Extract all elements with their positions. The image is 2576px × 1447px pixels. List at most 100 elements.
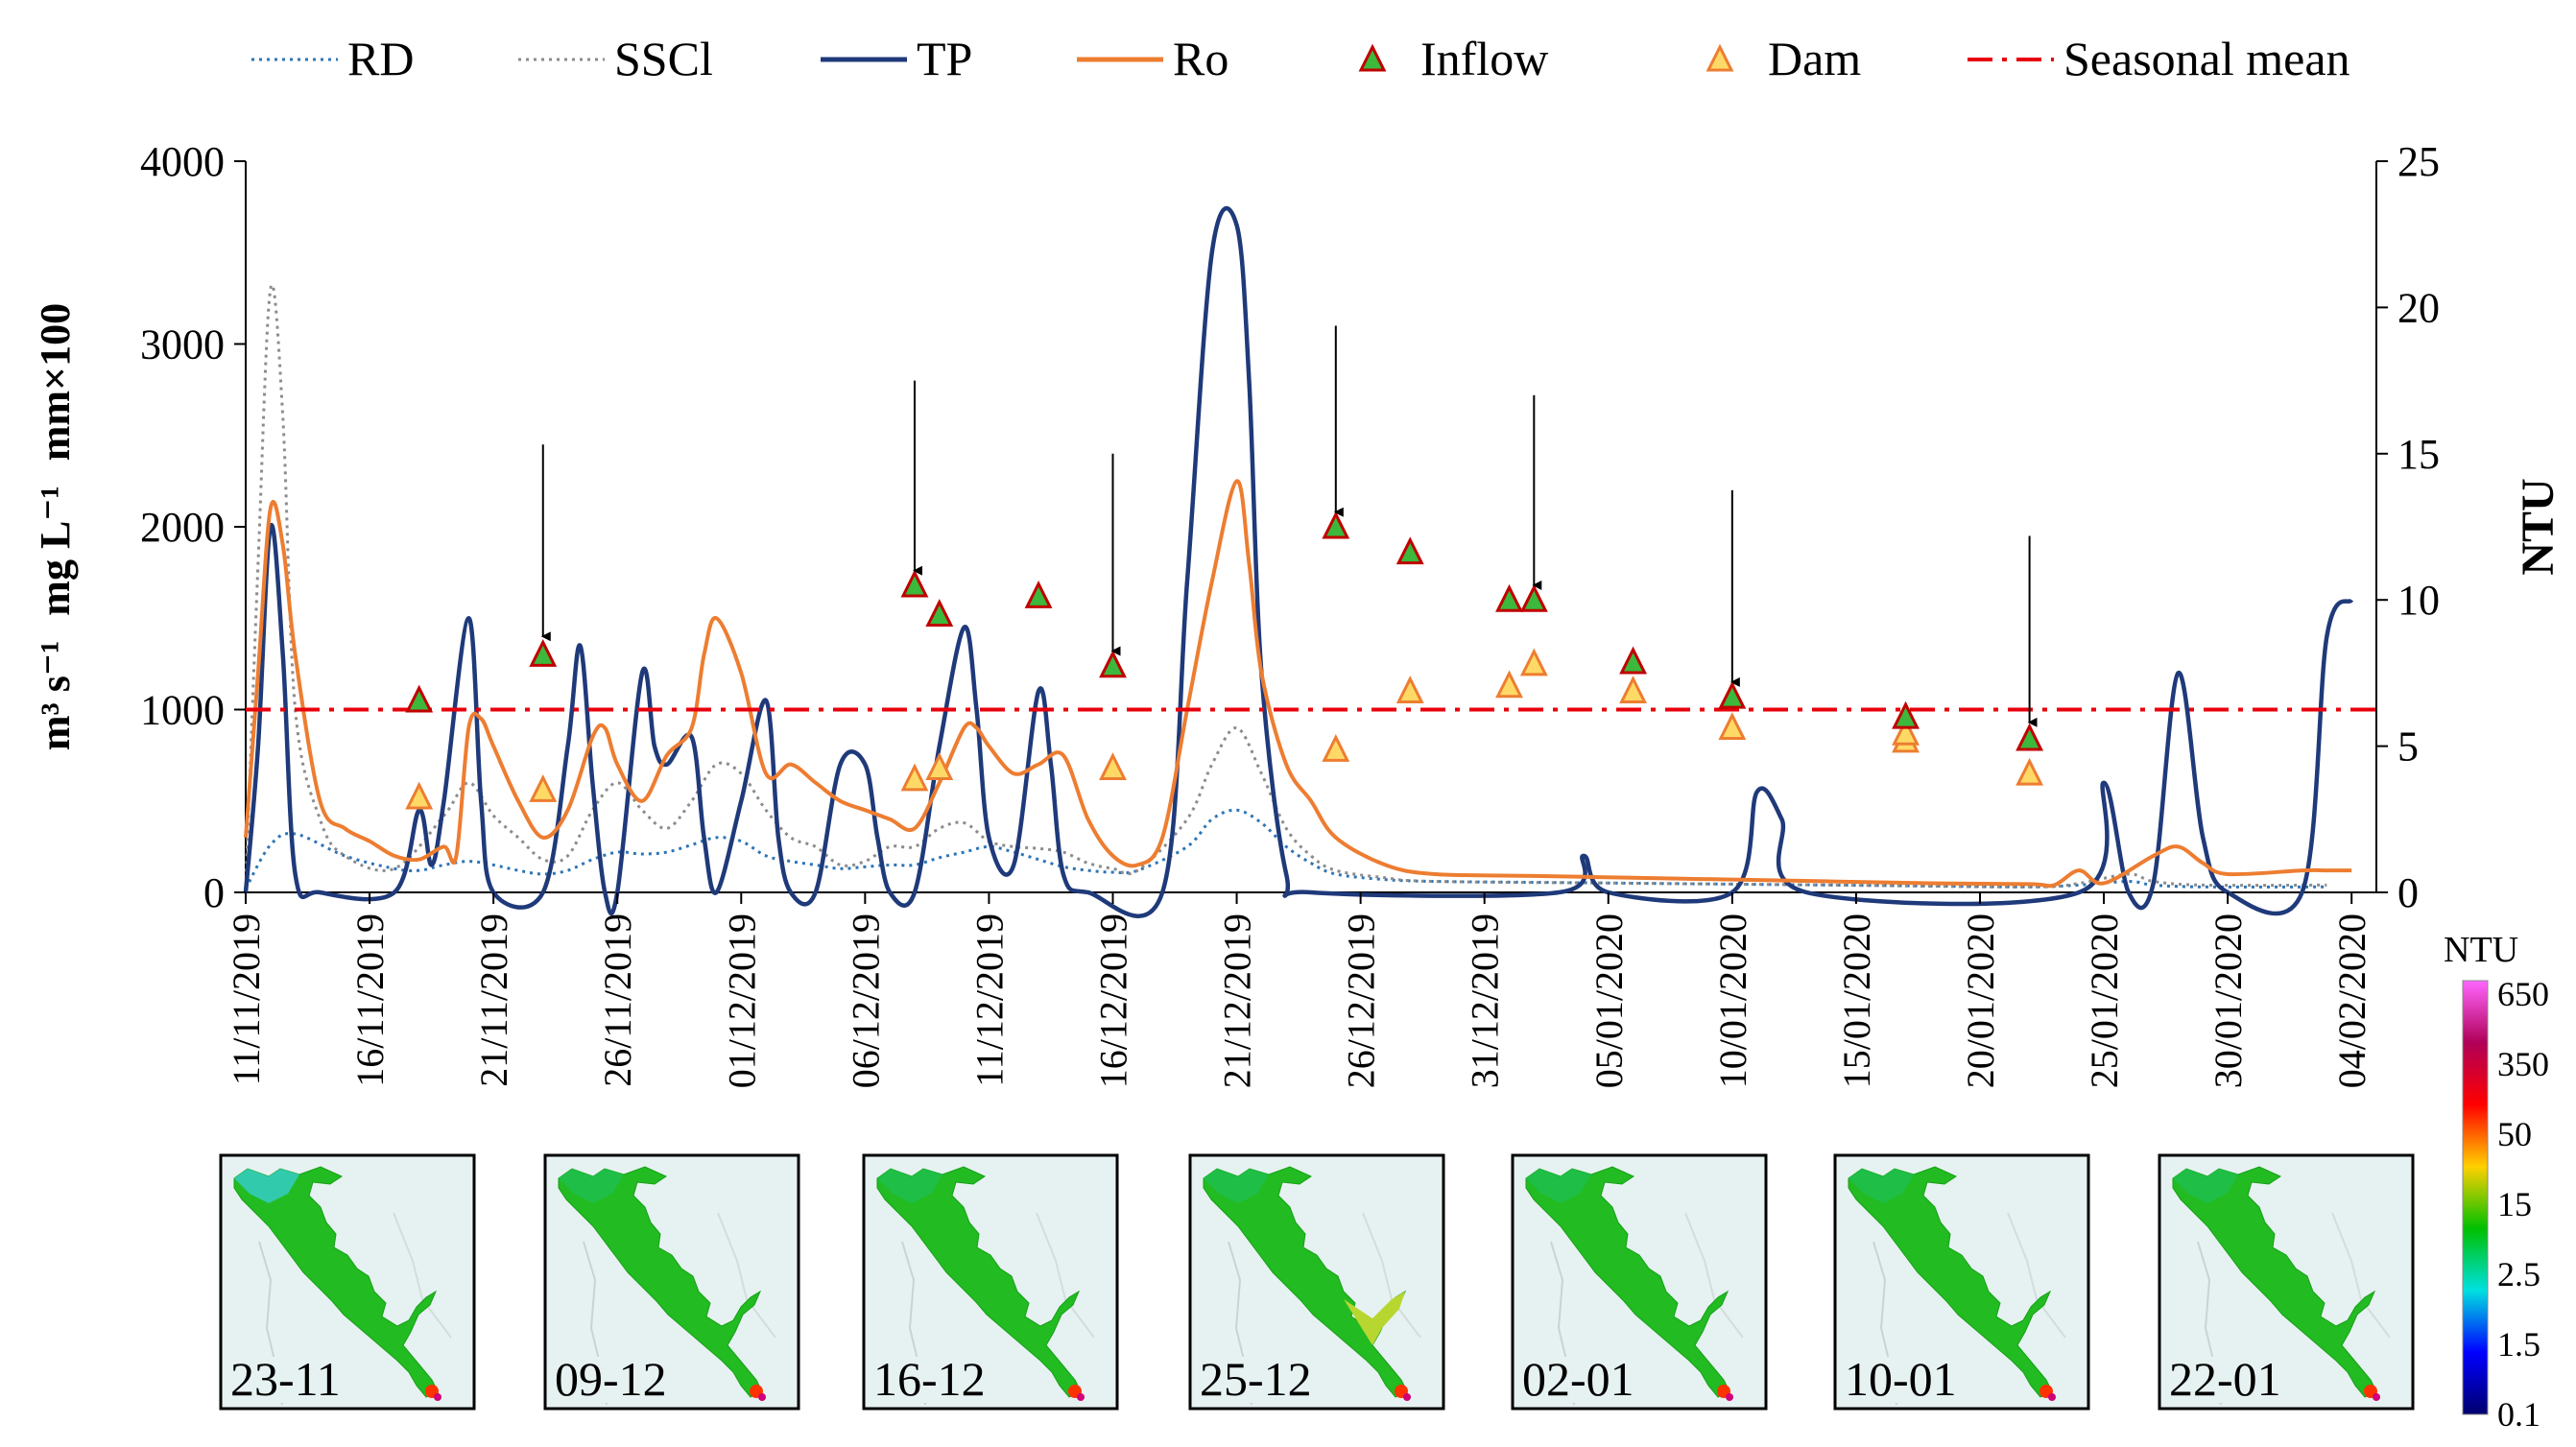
map-date-label: 23-11 (230, 1352, 341, 1406)
legend-label: TP (917, 32, 972, 85)
map-label-bg (1841, 1357, 1946, 1403)
map-reservoir-mid (1344, 1292, 1405, 1345)
map-label-bg (2165, 1357, 2271, 1403)
map-river-line (1684, 1212, 1744, 1339)
colorbar: NTU 650 350 50 15 2.5 1.5 0.1 (2444, 930, 2549, 1434)
inflow-marker (900, 569, 929, 598)
map-label-bg (1518, 1357, 1624, 1403)
legend-swatch-dam (1705, 43, 1734, 72)
inflow-marker (1718, 680, 1747, 709)
dam-marker (1495, 670, 1523, 699)
map-thumbnail: 25-12 (1188, 1153, 1445, 1411)
map-hotspot (2373, 1393, 2380, 1401)
inflow-marker (1099, 650, 1127, 678)
colorbar-tick-label: 2.5 (2497, 1255, 2540, 1293)
x-tick-label: 26/12/2019 (1340, 913, 1383, 1088)
map-date-label: 09-12 (555, 1352, 667, 1406)
legend-label: SSCl (614, 32, 713, 85)
arrow-layer (540, 325, 2038, 727)
map-reservoir (558, 1166, 763, 1398)
map-date-label: 02-01 (1522, 1352, 1634, 1406)
x-tick-label: 21/11/2019 (472, 913, 515, 1087)
map-river-line (393, 1212, 452, 1339)
inflow-marker (925, 599, 954, 627)
dam-marker (900, 763, 929, 792)
y-left-tick-label: 1000 (140, 687, 225, 734)
map-river-line (1036, 1212, 1095, 1339)
map-date-label: 10-01 (1845, 1352, 1957, 1406)
y-right-tick-label: 0 (2397, 869, 2419, 916)
x-tick-label: 11/12/2019 (967, 913, 1011, 1087)
colorbar-tick-label: 350 (2497, 1045, 2549, 1083)
dam-marker (925, 752, 954, 780)
y-left-tick-label: 2000 (140, 504, 225, 551)
inflow-marker (2015, 723, 2044, 751)
inflow-marker (1322, 510, 1350, 539)
inflow-marker (1519, 583, 1548, 612)
x-tick-label: 30/01/2020 (2206, 913, 2250, 1088)
dam-marker (1718, 712, 1747, 741)
y-right-tick-label: 20 (2397, 284, 2440, 331)
map-reservoir-head (877, 1169, 942, 1203)
map-hotspot (2048, 1393, 2056, 1401)
colorbar-tick-label: 1.5 (2497, 1325, 2540, 1364)
dam-marker (405, 781, 434, 810)
x-tick-label: 16/12/2019 (1091, 913, 1134, 1088)
inflow-marker (1024, 581, 1053, 608)
y-left-label-part: mm×100 (32, 303, 79, 461)
dam-marker (529, 773, 558, 802)
map-reservoir (233, 1166, 439, 1398)
y-right-tick-label: 25 (2397, 138, 2440, 185)
inflow-marker (1495, 583, 1523, 612)
map-reservoir-head (1849, 1169, 1914, 1203)
map-reservoir-head (559, 1169, 624, 1203)
series-layer (243, 205, 2376, 918)
map-thumbnail: 10-01 (1833, 1153, 2090, 1411)
series-ro (244, 479, 2352, 889)
x-tick-label: 16/11/2019 (348, 913, 392, 1087)
x-tick-label: 25/01/2020 (2083, 913, 2126, 1088)
map-river-line (1362, 1212, 1421, 1339)
x-tick-label: 10/01/2020 (1711, 913, 1754, 1088)
dam-marker (1322, 734, 1350, 762)
map-hotspot (434, 1393, 441, 1401)
map-thumbnail: 23-11 (219, 1153, 476, 1411)
inflow-marker (1892, 700, 1920, 729)
map-reservoir (2172, 1166, 2377, 1398)
x-tick-label: 04/02/2020 (2330, 913, 2373, 1088)
dam-marker (1519, 648, 1548, 676)
inflow-marker (1619, 646, 1648, 675)
legend-label: RD (347, 32, 414, 85)
map-thumbnails: 23-11 09-12 16-12 25-12 02-01 10-01 22-01 (219, 1153, 2415, 1411)
inflow-marker (405, 684, 434, 713)
dam-marker (1892, 717, 1920, 746)
map-reservoir-head (234, 1169, 299, 1203)
y-left-label-part: m³ s⁻¹ (32, 641, 79, 750)
y-left-label-part: mg L⁻¹ (32, 486, 79, 615)
y-left-tick-label: 4000 (140, 138, 225, 185)
colorbar-title: NTU (2444, 930, 2518, 970)
map-hotspot (1403, 1393, 1411, 1401)
legend: RD SSCl TP Ro Inflow Dam Seasonal mean (251, 32, 2350, 85)
series-tp (243, 205, 2354, 918)
map-reservoir (1848, 1166, 2053, 1398)
map-river-line (717, 1212, 776, 1339)
inflow-marker (529, 638, 558, 667)
colorbar-gradient (2462, 980, 2489, 1415)
x-tick-label: 26/11/2019 (596, 913, 639, 1087)
legend-label: Seasonal mean (2063, 32, 2350, 85)
x-tick-label: 01/12/2019 (720, 913, 763, 1088)
legend-label: Ro (1173, 32, 1228, 85)
dam-marker (1395, 676, 1424, 703)
y-right-tick-label: 10 (2397, 577, 2440, 624)
map-thumbnail: 02-01 (1511, 1153, 1768, 1411)
plot-area (245, 161, 2377, 893)
marker-layer (405, 510, 2044, 810)
map-river-line (2007, 1212, 2066, 1339)
map-hotspot (1077, 1393, 1085, 1401)
map-reservoir-head (1526, 1169, 1591, 1203)
legend-swatch-inflow (1358, 43, 1387, 72)
x-tick-label: 05/01/2020 (1587, 913, 1631, 1088)
map-reservoir (876, 1166, 1082, 1398)
